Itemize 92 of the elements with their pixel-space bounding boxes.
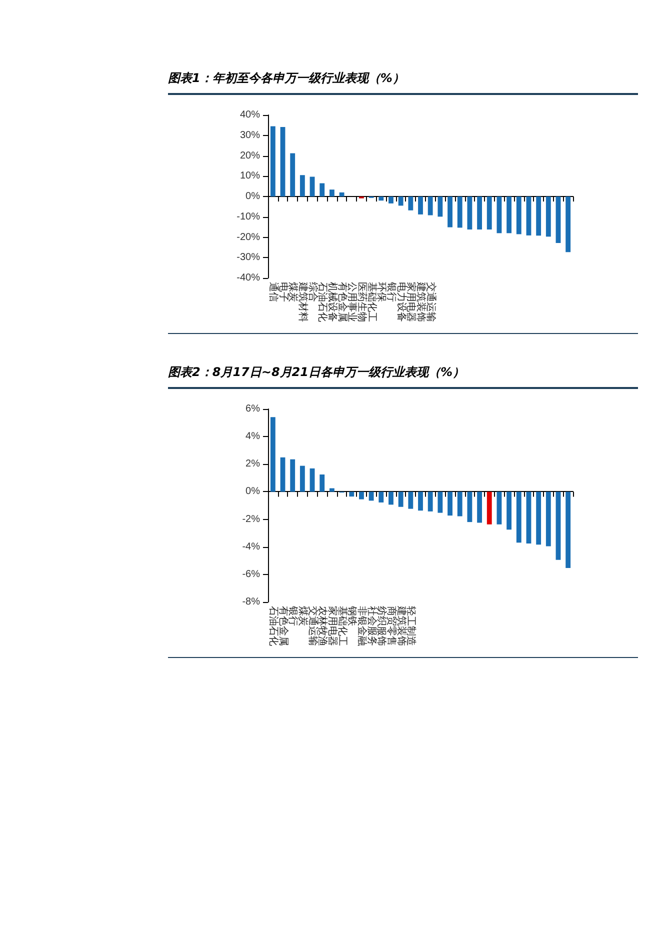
bar (320, 474, 325, 492)
bar (280, 457, 286, 492)
bar (438, 196, 443, 217)
x-tick-label: 环保 (376, 282, 387, 302)
bar (290, 153, 296, 196)
bar (398, 196, 404, 206)
bar (566, 492, 571, 568)
bar (349, 492, 354, 497)
bar (280, 127, 286, 196)
bar (506, 196, 512, 234)
bar (526, 196, 532, 236)
bar (467, 196, 472, 230)
x-tick-label: 公用事业 (346, 282, 358, 322)
x-tick-label: 纺织服饰 (376, 606, 388, 646)
bar (448, 196, 452, 228)
x-tick-label: 非银金融 (356, 606, 368, 646)
bar (378, 196, 384, 201)
bar (438, 492, 443, 513)
y-tick-label: -8% (242, 596, 260, 608)
x-tick-label: 家用电器 (405, 282, 418, 322)
bar (526, 492, 532, 544)
bar (329, 190, 334, 196)
bar (408, 492, 414, 509)
bar (290, 459, 296, 492)
bar (300, 466, 305, 492)
bar (486, 196, 492, 230)
bar (270, 417, 276, 492)
bar (566, 196, 571, 252)
bar (368, 492, 374, 501)
x-tick-label: 石油石化 (316, 282, 329, 322)
y-tick-label: 0% (246, 191, 260, 202)
bar (546, 196, 551, 237)
y-tick-label: 4% (246, 431, 260, 442)
y-tick-label: -30% (236, 252, 260, 264)
y-tick-label: -40% (236, 272, 260, 284)
bar (516, 196, 522, 234)
bar (536, 196, 542, 236)
bar (388, 492, 394, 505)
y-tick-label: 2% (246, 458, 260, 470)
y-tick-label: 6% (246, 404, 260, 414)
bar (506, 492, 512, 530)
x-tick-label: 煤炭 (287, 282, 300, 302)
bar (310, 468, 315, 492)
x-tick-label: 银行 (287, 605, 298, 626)
y-tick-label: 40% (240, 110, 260, 120)
chart-title: 图表1：年初至今各申万一级行业表现（%） (168, 70, 638, 95)
y-tick-label: -10% (236, 211, 260, 222)
bar (496, 492, 502, 524)
y-tick-label: -6% (242, 568, 260, 580)
bar (516, 492, 522, 543)
y-tick-label: 20% (240, 150, 260, 162)
bar (546, 492, 551, 546)
x-tick-label: 建筑装饰 (415, 281, 427, 322)
y-tick-label: 0% (246, 486, 260, 498)
y-tick-label: -20% (236, 232, 260, 243)
x-tick-label: 农林牧渔 (316, 606, 329, 646)
y-tick-label: -4% (242, 541, 260, 552)
bar (320, 183, 325, 196)
x-tick-label: 电力设备 (395, 282, 408, 322)
bar (467, 492, 472, 522)
bar (388, 196, 394, 204)
bar (457, 492, 462, 516)
bar (300, 175, 305, 196)
bar (428, 196, 433, 216)
x-tick-label: 石油石化 (267, 606, 280, 646)
bar (310, 176, 315, 196)
bar (398, 492, 404, 507)
bar (270, 126, 276, 196)
x-tick-label: 煤炭 (296, 606, 309, 626)
bar (418, 492, 423, 511)
x-tick-label: 通信 (267, 282, 280, 302)
bar (359, 492, 364, 500)
bar (378, 492, 384, 502)
bar (477, 492, 482, 523)
bar (408, 196, 414, 210)
y-tick-label: -2% (242, 514, 260, 525)
bar (477, 196, 482, 230)
bar (339, 192, 344, 196)
bar (428, 492, 433, 512)
y-tick-label: 10% (240, 170, 260, 182)
bar (536, 492, 542, 545)
bar (556, 196, 561, 243)
bar (448, 492, 452, 516)
bar (418, 196, 423, 214)
bar (496, 196, 502, 234)
bar (556, 492, 561, 560)
x-tick-label: 轻工制造 (405, 606, 418, 646)
x-tick-label: 银行 (385, 281, 396, 302)
bar (457, 196, 462, 228)
y-tick-label: 30% (240, 130, 260, 141)
bar (486, 492, 492, 524)
chart-title: 图表2：8月17日~8月21日各申万一级行业表现（%） (168, 364, 638, 389)
